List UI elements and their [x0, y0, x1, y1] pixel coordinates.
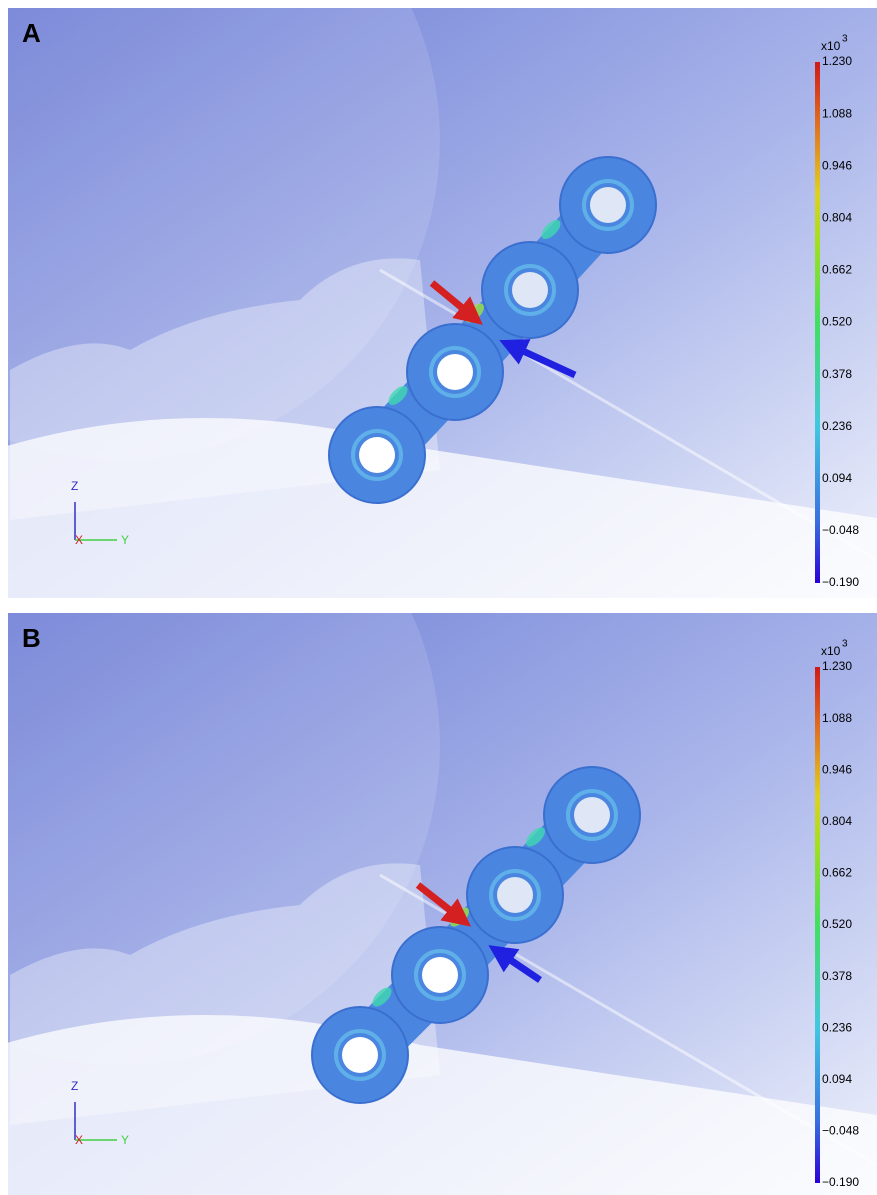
- colorbar-tick-label: 1.230: [822, 659, 852, 673]
- colorbar-tick-label: 0.662: [822, 866, 852, 880]
- screw: [590, 187, 626, 223]
- colorbar-tick-label: −0.048: [822, 523, 859, 537]
- colorbar-tick-label: 0.662: [822, 263, 852, 277]
- hole: [342, 1037, 378, 1073]
- colorbar: [815, 62, 820, 583]
- colorbar-tick-label: −0.190: [822, 1175, 859, 1189]
- screw: [512, 272, 548, 308]
- panel-label: B: [22, 623, 41, 653]
- hole: [359, 437, 395, 473]
- colorbar-tick-label: 0.804: [822, 210, 852, 224]
- axis-y-label: Y: [121, 1133, 129, 1147]
- colorbar-tick-label: 1.088: [822, 106, 852, 120]
- axis-x-label: X: [75, 533, 83, 547]
- axis-x-label: X: [75, 1133, 83, 1147]
- colorbar-tick-label: −0.048: [822, 1124, 859, 1138]
- colorbar-tick-label: 1.088: [822, 711, 852, 725]
- screw: [497, 877, 533, 913]
- axis-y-label: Y: [121, 533, 129, 547]
- colorbar-tick-label: 0.236: [822, 1020, 852, 1034]
- screw: [437, 354, 473, 390]
- colorbar-tick-label: 0.804: [822, 814, 852, 828]
- colorbar: [815, 667, 820, 1183]
- colorbar-tick-label: 0.236: [822, 419, 852, 433]
- scene: [0, 0, 877, 598]
- screw: [422, 957, 458, 993]
- colorbar-multiplier: x10: [821, 39, 841, 53]
- colorbar-tick-label: 0.094: [822, 471, 852, 485]
- colorbar-tick-label: 0.946: [822, 158, 852, 172]
- colorbar-tick-label: 0.520: [822, 917, 852, 931]
- axis-z-label: Z: [71, 1079, 78, 1093]
- colorbar-tick-label: 0.946: [822, 762, 852, 776]
- screw: [574, 797, 610, 833]
- colorbar-tick-label: −0.190: [822, 575, 859, 589]
- colorbar-tick-label: 1.230: [822, 54, 852, 68]
- colorbar-tick-label: 0.378: [822, 969, 852, 983]
- colorbar-multiplier: x10: [821, 644, 841, 658]
- colorbar-tick-label: 0.094: [822, 1072, 852, 1086]
- colorbar-exponent: 3: [842, 639, 848, 650]
- axis-z-label: Z: [71, 479, 78, 493]
- colorbar-exponent: 3: [842, 34, 848, 45]
- panel-label: A: [22, 18, 41, 48]
- colorbar-tick-label: 0.378: [822, 367, 852, 381]
- colorbar-tick-label: 0.520: [822, 315, 852, 329]
- figure: AZXYx1031.2301.0880.9460.8040.6620.5200.…: [0, 0, 877, 1195]
